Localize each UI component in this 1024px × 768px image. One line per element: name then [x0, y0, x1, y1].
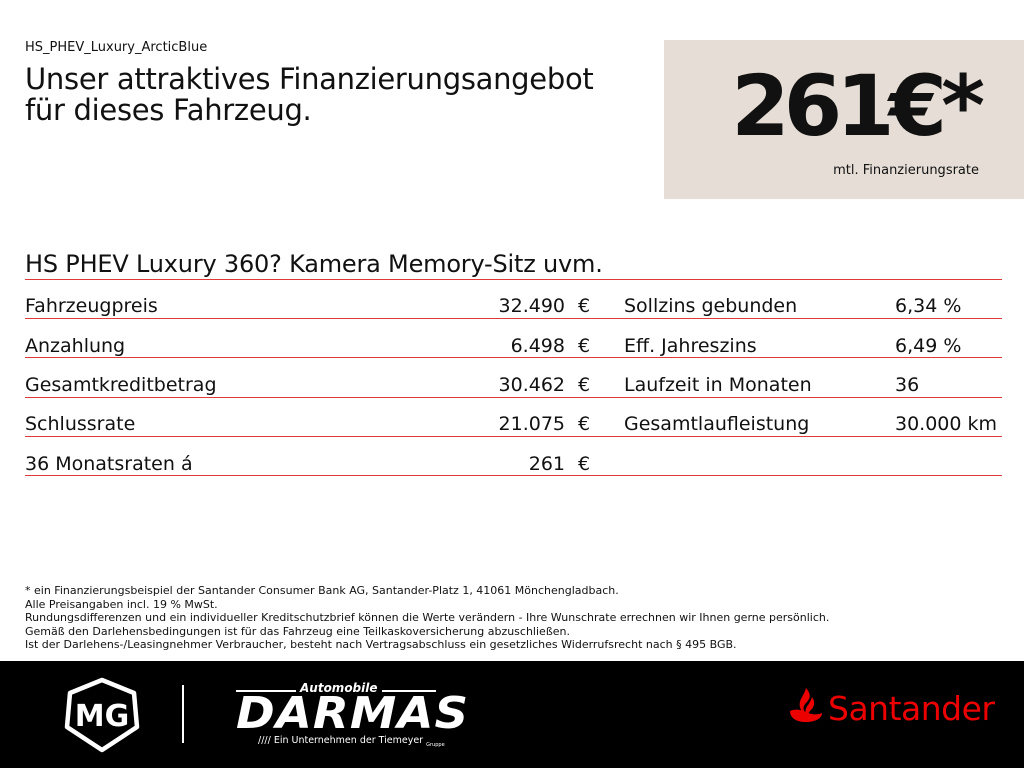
row-label: Anzahlung [25, 335, 126, 357]
darmas-main-text: DARMAS [236, 688, 470, 739]
darmas-subline: //// Ein Unternehmen der Tiemeyer Gruppe [258, 735, 445, 748]
row-value: 6,34 % [895, 295, 962, 317]
row-label: Laufzeit in Monaten [624, 374, 812, 396]
row-unit: € [578, 374, 591, 396]
row-value: 36 [895, 374, 920, 396]
santander-wordmark: Santander [828, 689, 995, 728]
row-unit: € [578, 413, 591, 435]
mg-logo: MG [64, 677, 140, 753]
headline-line-2: für dieses Fahrzeug. [25, 93, 312, 127]
row-label: Schlussrate [25, 413, 136, 435]
darmas-sub-small: Gruppe [426, 741, 445, 748]
row-value: 6.498 [510, 335, 565, 357]
row-unit: € [578, 335, 591, 357]
table-rule [25, 475, 1002, 476]
file-tag: HS_PHEV_Luxury_ArcticBlue [25, 40, 208, 55]
row-value: 30.462 [498, 374, 565, 396]
row-value: 21.075 [498, 413, 565, 435]
row-value: 32.490 [498, 295, 565, 317]
row-label: Gesamtlaufleistung [624, 413, 810, 435]
footnote-line: Ist der Darlehens-/Leasingnehmer Verbrau… [25, 638, 737, 652]
headline-line-1: Unser attraktives Finanzierungsangebot [25, 62, 594, 96]
row-label: Fahrzeugpreis [25, 295, 158, 317]
row-unit: € [578, 295, 591, 317]
row-value: 6,49 % [895, 335, 962, 357]
footnote-line: Rundungsdifferenzen und ein individuelle… [25, 611, 830, 625]
footer-separator [182, 685, 184, 743]
footer-bar: MG Automobile DARMAS //// Ein Unternehme… [0, 661, 1024, 768]
table-rule [25, 357, 1002, 358]
model-rule [25, 279, 1002, 280]
santander-flame-icon [790, 688, 822, 722]
table-rule [25, 436, 1002, 437]
rate-box: 261€* mtl. Finanzierungsrate [664, 40, 1024, 199]
row-label: Eff. Jahreszins [624, 335, 757, 357]
row-label: 36 Monatsraten á [25, 453, 193, 475]
rate-caption: mtl. Finanzierungsrate [833, 163, 979, 178]
row-value: 261 [528, 453, 565, 475]
footnote-line: Alle Preisangaben incl. 19 % MwSt. [25, 597, 218, 611]
darmas-sub-text: //// Ein Unternehmen der Tiemeyer [258, 735, 424, 746]
row-label: Sollzins gebunden [624, 295, 798, 317]
footnotes: * ein Finanzierungsbeispiel der Santande… [25, 584, 829, 652]
table-rule [25, 397, 1002, 398]
table-rule [25, 318, 1002, 319]
model-title: HS PHEV Luxury 360? Kamera Memory-Sitz u… [25, 250, 603, 278]
rate-value: 261€* [731, 57, 985, 155]
row-unit: € [578, 453, 591, 475]
row-value: 30.000 km [895, 413, 998, 435]
row-label: Gesamtkreditbetrag [25, 374, 217, 396]
mg-logo-text: MG [75, 699, 129, 734]
headline: Unser attraktives Finanzierungsangebot f… [25, 64, 655, 126]
footnote-line: * ein Finanzierungsbeispiel der Santande… [25, 584, 619, 597]
footnote-line: Gemäß den Darlehensbedingungen ist für d… [25, 624, 570, 638]
darmas-top-text: Automobile [296, 681, 382, 695]
